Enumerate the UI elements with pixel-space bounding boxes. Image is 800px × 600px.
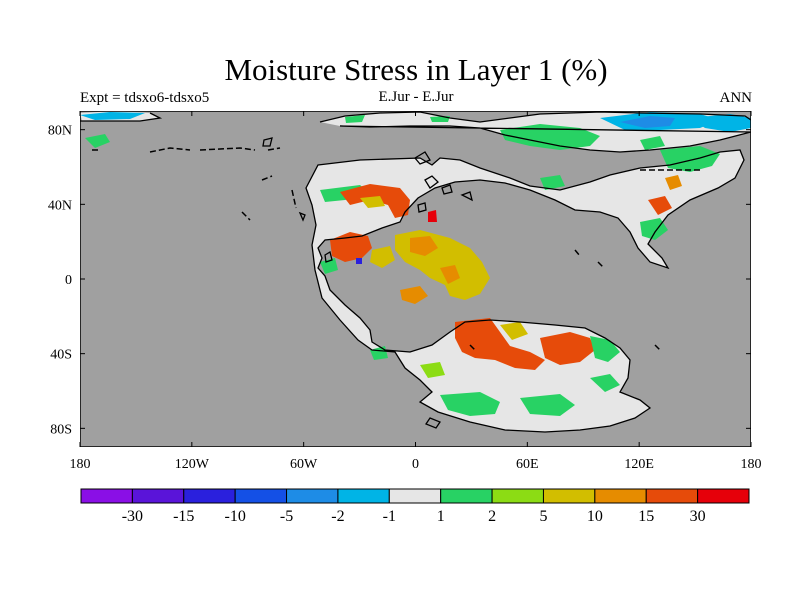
colorbar-label: -10 xyxy=(224,508,245,525)
lat-tick-label: 40N xyxy=(48,198,72,213)
colorbar-swatch xyxy=(542,488,596,504)
lon-tick-label: 180 xyxy=(741,457,762,472)
lat-tick-label: 80S xyxy=(50,422,72,437)
land-outlines xyxy=(80,111,751,433)
colorbar-swatch xyxy=(645,488,699,504)
anomaly-patches xyxy=(80,112,751,416)
lat-tick-label: 80N xyxy=(48,124,72,139)
lon-tick-label: 60W xyxy=(290,457,318,472)
colorbar-label: -5 xyxy=(280,508,293,525)
colorbar-label: 30 xyxy=(690,508,706,525)
period-label: E.Jur - E.Jur xyxy=(378,89,454,105)
map-content xyxy=(80,111,751,447)
lon-tick-label: 120E xyxy=(624,457,654,472)
longitude-axis: 180 120W 60W 0 60E 120E 180 xyxy=(70,111,762,472)
colorbar-swatch xyxy=(80,488,133,504)
colorbar-swatch xyxy=(491,488,544,504)
colorbar-label: 2 xyxy=(488,508,496,525)
season-label: ANN xyxy=(719,90,753,106)
coastline-fragments xyxy=(92,147,700,351)
colorbar-swatch xyxy=(594,488,647,504)
colorbar-label: -30 xyxy=(122,508,143,525)
latitude-axis: 80N 40N 0 40S 80S xyxy=(48,124,751,437)
colorbar-label: -15 xyxy=(173,508,194,525)
colorbar-label: 1 xyxy=(437,508,445,525)
colorbar-label: 10 xyxy=(587,508,603,525)
colorbar-swatch xyxy=(286,488,339,504)
pangaea-landmass xyxy=(306,150,744,432)
colorbar-swatch xyxy=(131,488,185,504)
lat-tick-label: 40S xyxy=(50,348,72,363)
colorbar-label: 5 xyxy=(539,508,547,525)
colorbar: -30 -15 -10 -5 -2 -1 1 2 5 10 15 30 xyxy=(80,488,750,525)
lon-tick-label: 0 xyxy=(412,457,419,472)
colorbar-swatch xyxy=(388,488,442,504)
colorbar-label: 15 xyxy=(638,508,654,525)
colorbar-label: -1 xyxy=(383,508,396,525)
lon-tick-label: 120W xyxy=(175,457,210,472)
colorbar-swatch xyxy=(697,488,750,504)
colorbar-swatch xyxy=(337,488,390,504)
experiment-label: Expt = tdsxo6-tdsxo5 xyxy=(80,90,210,106)
colorbar-swatch xyxy=(183,488,236,504)
lon-tick-label: 180 xyxy=(70,457,91,472)
lat-tick-label: 0 xyxy=(65,273,72,288)
colorbar-swatch xyxy=(440,488,493,504)
map-title: Moisture Stress in Layer 1 (%) xyxy=(224,52,608,87)
lon-tick-label: 60E xyxy=(516,457,539,472)
colorbar-label: -2 xyxy=(331,508,344,525)
colorbar-swatch xyxy=(234,488,288,504)
